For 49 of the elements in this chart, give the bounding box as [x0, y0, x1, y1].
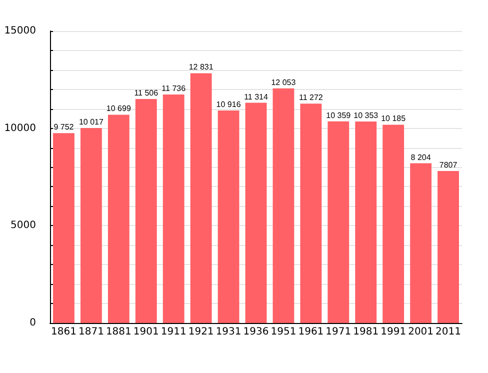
data-label: 10 699 — [106, 104, 132, 114]
x-tick-label: 1936 — [243, 326, 269, 338]
bar — [328, 121, 350, 323]
data-label: 12 053 — [271, 78, 296, 87]
x-tick-label: 1881 — [106, 326, 132, 338]
data-label: 10 353 — [354, 110, 379, 120]
bar — [382, 124, 404, 323]
data-label: 8 204 — [410, 152, 432, 162]
data-label: 11 506 — [134, 88, 159, 98]
x-tick-label: 2011 — [436, 326, 461, 338]
data-label: 9 752 — [54, 122, 74, 132]
x-tick-label: 1981 — [353, 326, 379, 338]
data-label: 12 831 — [188, 62, 214, 72]
x-tick-label: 1971 — [326, 326, 352, 338]
x-tick-label: 1921 — [188, 326, 214, 338]
y-tick-label: 5000 — [10, 220, 36, 232]
data-label: 10 916 — [216, 100, 242, 109]
x-tick-label: 1961 — [298, 326, 324, 338]
bar — [135, 99, 157, 323]
bar — [410, 163, 432, 323]
data-label: 11 272 — [298, 93, 324, 102]
y-tick-label: 15000 — [4, 26, 36, 36]
x-tick-label: 1931 — [216, 326, 242, 338]
bar — [108, 114, 130, 323]
bar — [438, 171, 459, 323]
x-tick-label: 1871 — [78, 326, 104, 338]
data-label: 7807 — [439, 160, 458, 170]
x-tick-label: 1861 — [51, 326, 76, 338]
bar — [190, 73, 212, 323]
data-label: 11 314 — [244, 92, 268, 102]
bar — [300, 104, 322, 323]
x-tick-label: 1991 — [380, 326, 406, 338]
bar — [53, 133, 74, 323]
data-label: 11 736 — [162, 84, 186, 94]
data-label: 10 017 — [78, 118, 104, 126]
data-label: 10 185 — [381, 114, 406, 124]
x-tick-label: 1951 — [270, 326, 296, 338]
y-tick-label: 0 — [30, 318, 36, 328]
x-tick-label: 1901 — [133, 326, 159, 338]
bar — [272, 88, 294, 323]
bar — [80, 128, 102, 323]
bar — [355, 121, 377, 323]
y-tick-label: 10000 — [4, 122, 36, 134]
bar — [162, 94, 184, 323]
bar — [218, 110, 240, 323]
bar — [245, 102, 267, 323]
data-label: 10 359 — [326, 110, 352, 120]
x-tick-label: 2001 — [408, 326, 434, 338]
x-tick-label: 1911 — [160, 326, 186, 338]
